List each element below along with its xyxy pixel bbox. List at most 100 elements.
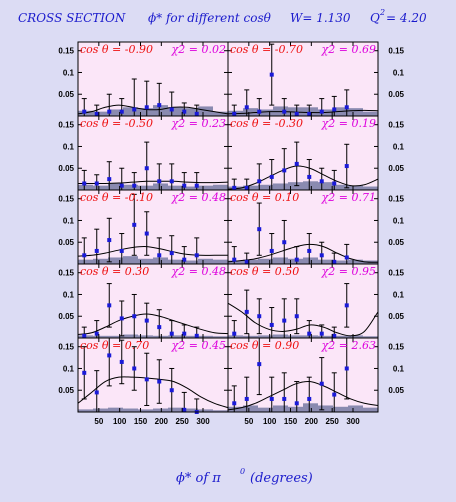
background-bar bbox=[363, 186, 378, 190]
background-bar bbox=[258, 335, 273, 338]
background-bar bbox=[273, 405, 288, 412]
background-bar bbox=[138, 108, 153, 116]
panel: 0.15 0.1 0.05 cos θ = 0.90 χ2 = 2.63 bbox=[227, 337, 405, 413]
background-bar bbox=[183, 108, 198, 116]
background-bar bbox=[363, 336, 378, 338]
data-point bbox=[144, 166, 149, 171]
data-point bbox=[157, 179, 162, 184]
data-point bbox=[269, 248, 274, 253]
background-bar bbox=[363, 111, 378, 116]
title-part3: W= 1.130 bbox=[290, 11, 351, 25]
background-bar bbox=[108, 257, 123, 264]
y-tick-label: 0.1 bbox=[63, 216, 75, 225]
data-point bbox=[82, 253, 87, 258]
y-tick-label: 0.05 bbox=[58, 238, 74, 247]
y-tick-label: 0.1 bbox=[393, 216, 405, 225]
data-point bbox=[182, 331, 187, 336]
fit-curve bbox=[227, 165, 379, 190]
data-point bbox=[157, 379, 162, 384]
data-point bbox=[269, 322, 274, 327]
x-tick-label: 150 bbox=[284, 417, 298, 426]
background-bar bbox=[303, 335, 318, 338]
data-point bbox=[294, 161, 299, 166]
background-bar bbox=[243, 335, 258, 338]
data-point bbox=[257, 109, 262, 114]
data-point bbox=[194, 333, 199, 338]
background-bar bbox=[258, 407, 273, 412]
x-axis-title-sup: 0 bbox=[240, 467, 245, 476]
background-bar bbox=[348, 335, 363, 338]
panel: 0.15 0.1 0.05 cos θ = 0.70 χ2 = 0.45 bbox=[58, 337, 229, 414]
fit-curve bbox=[227, 109, 379, 115]
x-tick-label: 250 bbox=[325, 417, 339, 426]
data-point bbox=[169, 331, 174, 336]
y-tick-label: 0.15 bbox=[388, 121, 404, 130]
background-bar bbox=[303, 107, 318, 116]
chi2-label: χ2 = 0.48 bbox=[171, 265, 226, 278]
background-bar bbox=[333, 260, 348, 264]
cos-label: cos θ = 0.90 bbox=[230, 339, 299, 352]
data-point bbox=[282, 396, 287, 401]
background-bar bbox=[168, 335, 183, 338]
chi2-label: χ2 = 0.71 bbox=[321, 191, 376, 204]
background-bar bbox=[318, 259, 333, 264]
data-point bbox=[332, 107, 337, 112]
background-bar bbox=[228, 335, 243, 338]
data-point bbox=[132, 107, 137, 112]
x-tick-label: 100 bbox=[113, 417, 127, 426]
data-point bbox=[107, 303, 112, 308]
background-bar bbox=[243, 185, 258, 190]
panel-background bbox=[78, 264, 228, 338]
data-point bbox=[344, 164, 349, 169]
data-point bbox=[107, 353, 112, 358]
cos-label: cos θ = -0.70 bbox=[230, 43, 303, 56]
background-bar bbox=[348, 185, 363, 190]
panel: 0.15 0.1 0.05 cos θ = 0.50 χ2 = 0.95 bbox=[227, 263, 405, 339]
background-bar bbox=[78, 259, 93, 264]
data-point bbox=[332, 333, 337, 338]
y-tick-label: 0.1 bbox=[63, 142, 75, 151]
data-point bbox=[257, 362, 262, 367]
background-bar bbox=[108, 335, 123, 338]
background-bar bbox=[318, 182, 333, 190]
data-point bbox=[282, 318, 287, 323]
panel: 0.15 0.1 0.05 cos θ = -0.50 χ2 = 0.23 bbox=[58, 115, 229, 191]
x-tick-label: 150 bbox=[134, 417, 148, 426]
background-bar bbox=[318, 405, 333, 412]
background-bar bbox=[138, 258, 153, 264]
data-point bbox=[244, 105, 249, 110]
background-bar bbox=[333, 184, 348, 190]
data-point bbox=[307, 248, 312, 253]
data-point bbox=[94, 248, 99, 253]
background-bar bbox=[303, 257, 318, 264]
background-bar bbox=[273, 183, 288, 190]
data-point bbox=[319, 253, 324, 258]
x-tick-label: 200 bbox=[305, 417, 319, 426]
data-point bbox=[332, 259, 337, 264]
title-part2: ϕ* for different cosθ bbox=[148, 11, 272, 25]
background-bar bbox=[183, 335, 198, 338]
x-tick-label: 250 bbox=[175, 417, 189, 426]
fit-curve bbox=[227, 302, 379, 337]
y-tick-label: 0.1 bbox=[63, 68, 75, 77]
panel: 0.15 0.1 0.05 cos θ = 0.30 χ2 = 0.48 bbox=[58, 263, 229, 339]
background-bar bbox=[108, 183, 123, 190]
data-point bbox=[307, 331, 312, 336]
x-tick-labels: 50 100 150 200 250 300 50 100 150 200 250 300 bbox=[94, 417, 360, 426]
data-point bbox=[157, 103, 162, 108]
data-point bbox=[82, 370, 87, 375]
background-bar bbox=[273, 257, 288, 264]
background-bar bbox=[138, 335, 153, 338]
data-point bbox=[244, 259, 249, 264]
chi2-label: χ2 = 0.19 bbox=[321, 117, 376, 130]
background-bar bbox=[168, 107, 183, 116]
panel-background bbox=[78, 190, 228, 264]
title-part4-val: = 4.20 bbox=[386, 11, 427, 25]
data-point bbox=[169, 251, 174, 256]
data-point bbox=[307, 174, 312, 179]
y-tick-label: 0.15 bbox=[58, 47, 74, 56]
background-bar bbox=[123, 256, 138, 264]
y-tick-label: 0.1 bbox=[393, 68, 405, 77]
data-point bbox=[257, 179, 262, 184]
